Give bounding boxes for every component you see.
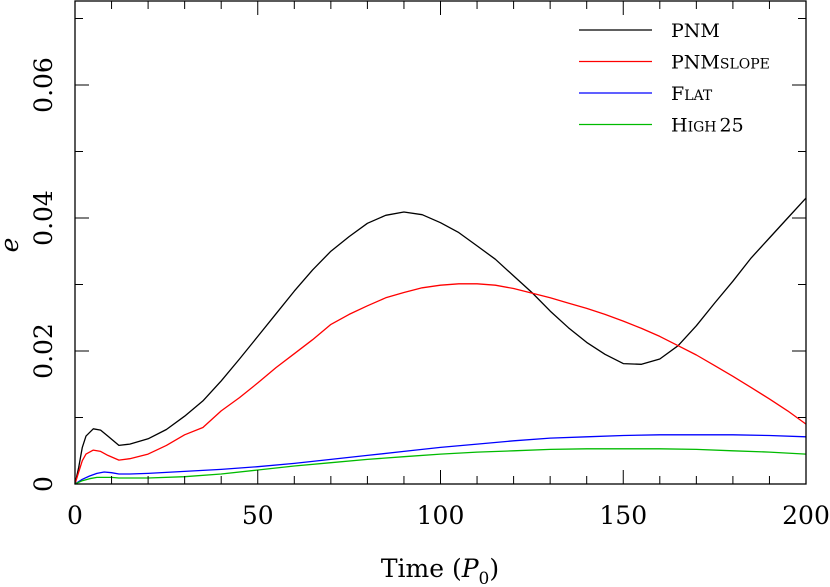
- x-axis-title: Time (P0): [381, 554, 499, 587]
- y-tick-label: 0.04: [29, 190, 58, 246]
- series-line-pnm: [74, 197, 807, 485]
- y-tick-label: 0.02: [29, 323, 58, 379]
- x-tick-label: 100: [417, 501, 465, 530]
- x-tick-labels: 0 50 100 150 200: [67, 501, 830, 530]
- legend-label: FLAT: [671, 83, 713, 105]
- series-line-high25: [74, 448, 807, 485]
- y-axis-title: e: [0, 238, 24, 253]
- legend: PNM PNMSLOPE FLAT HIGH 25: [579, 20, 770, 137]
- axis-ticks: [74, 1, 807, 485]
- series-line-pnmslope: [74, 283, 807, 485]
- plot-series: [74, 197, 807, 485]
- series-line-flat: [74, 434, 807, 485]
- legend-label: PNM: [671, 20, 720, 42]
- x-tick-label: 200: [782, 501, 830, 530]
- x-tick-label: 0: [67, 501, 83, 530]
- x-tick-label: 50: [242, 501, 274, 530]
- y-tick-labels: 0 0.02 0.04 0.06: [29, 57, 58, 492]
- y-tick-label: 0.06: [29, 57, 58, 113]
- x-tick-label: 150: [599, 501, 647, 530]
- y-tick-label: 0: [29, 476, 58, 492]
- legend-label: PNMSLOPE: [671, 52, 770, 74]
- legend-label: HIGH 25: [671, 115, 744, 137]
